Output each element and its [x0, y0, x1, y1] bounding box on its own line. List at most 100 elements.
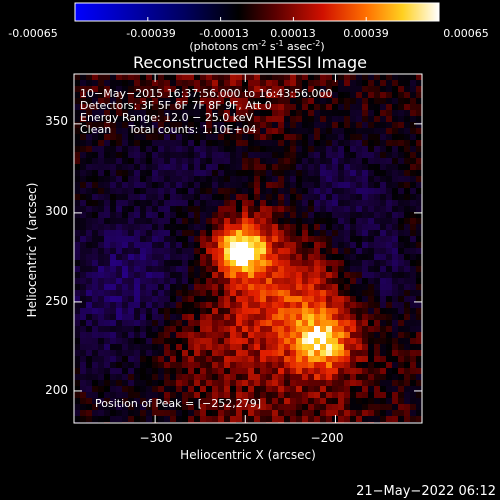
heatmap-cell — [248, 266, 254, 272]
heatmap-cell — [158, 350, 164, 356]
heatmap-cell — [314, 80, 320, 86]
heatmap-cell — [284, 368, 290, 374]
heatmap-cell — [386, 380, 392, 386]
heatmap-cell — [194, 188, 200, 194]
heatmap-cell — [260, 320, 266, 326]
heatmap-cell — [218, 278, 224, 284]
heatmap-cell — [122, 194, 128, 200]
heatmap-cell — [128, 248, 134, 254]
heatmap-cell — [350, 314, 356, 320]
heatmap-cell — [350, 266, 356, 272]
heatmap-cell — [140, 146, 146, 152]
heatmap-cell — [368, 224, 374, 230]
heatmap-cell — [332, 140, 338, 146]
heatmap-cell — [230, 158, 236, 164]
heatmap-cell — [386, 122, 392, 128]
heatmap-cell — [242, 194, 248, 200]
heatmap-cell — [308, 308, 314, 314]
heatmap-cell — [380, 182, 386, 188]
heatmap-cell — [320, 326, 326, 332]
heatmap-cell — [410, 260, 416, 266]
heatmap-cell — [314, 272, 320, 278]
heatmap-cell — [218, 152, 224, 158]
heatmap-cell — [332, 86, 338, 92]
heatmap-cell — [164, 140, 170, 146]
heatmap-cell — [164, 338, 170, 344]
heatmap-cell — [278, 104, 284, 110]
heatmap-cell — [416, 200, 422, 206]
heatmap-cell — [248, 164, 254, 170]
heatmap-cell — [266, 284, 272, 290]
heatmap-cell — [284, 230, 290, 236]
heatmap-cell — [302, 146, 308, 152]
heatmap-cell — [176, 92, 182, 98]
heatmap-cell — [182, 254, 188, 260]
heatmap-cell — [278, 386, 284, 392]
heatmap-cell — [350, 368, 356, 374]
heatmap-cell — [74, 128, 80, 134]
heatmap-cell — [368, 188, 374, 194]
heatmap-cell — [368, 338, 374, 344]
heatmap-cell — [206, 410, 212, 416]
heatmap-cell — [386, 416, 392, 422]
heatmap-cell — [284, 374, 290, 380]
heatmap-cell — [398, 320, 404, 326]
heatmap-cell — [242, 368, 248, 374]
heatmap-cell — [170, 266, 176, 272]
heatmap-cell — [212, 404, 218, 410]
heatmap-cell — [374, 284, 380, 290]
heatmap-cell — [278, 200, 284, 206]
heatmap-cell — [368, 104, 374, 110]
heatmap-cell — [314, 320, 320, 326]
heatmap-cell — [260, 296, 266, 302]
heatmap-cell — [332, 110, 338, 116]
heatmap-cell — [98, 248, 104, 254]
heatmap-cell — [194, 74, 200, 80]
heatmap-cell — [206, 284, 212, 290]
heatmap-cell — [92, 386, 98, 392]
heatmap-cell — [74, 380, 80, 386]
heatmap-cell — [194, 224, 200, 230]
heatmap-cell — [284, 212, 290, 218]
heatmap-cell — [224, 386, 230, 392]
heatmap-cell — [356, 398, 362, 404]
heatmap-cell — [134, 344, 140, 350]
heatmap-cell — [74, 236, 80, 242]
heatmap-cell — [188, 188, 194, 194]
heatmap-cell — [350, 230, 356, 236]
heatmap-cell — [218, 368, 224, 374]
heatmap-cell — [182, 206, 188, 212]
heatmap-cell — [188, 134, 194, 140]
heatmap-cell — [368, 236, 374, 242]
heatmap-cell — [200, 212, 206, 218]
heatmap-cell — [116, 110, 122, 116]
heatmap-cell — [248, 236, 254, 242]
heatmap-cell — [326, 104, 332, 110]
heatmap-cell — [380, 230, 386, 236]
heatmap-cell — [164, 326, 170, 332]
heatmap-cell — [374, 254, 380, 260]
heatmap-cell — [338, 386, 344, 392]
heatmap-cell — [296, 206, 302, 212]
heatmap-cell — [356, 128, 362, 134]
heatmap-cell — [398, 170, 404, 176]
heatmap-cell — [290, 416, 296, 422]
heatmap-cell — [140, 290, 146, 296]
heatmap-cell — [368, 176, 374, 182]
colorbar-tick-label: -0.00013 — [199, 27, 248, 40]
heatmap-cell — [176, 170, 182, 176]
heatmap-cell — [386, 248, 392, 254]
heatmap-cell — [122, 146, 128, 152]
heatmap-cell — [122, 86, 128, 92]
heatmap-cell — [122, 254, 128, 260]
heatmap-cell — [104, 392, 110, 398]
heatmap-cell — [206, 260, 212, 266]
heatmap-cell — [164, 164, 170, 170]
heatmap-cell — [362, 410, 368, 416]
heatmap-cell — [242, 236, 248, 242]
heatmap-cell — [158, 86, 164, 92]
heatmap-cell — [230, 362, 236, 368]
heatmap-cell — [296, 194, 302, 200]
heatmap-cell — [272, 158, 278, 164]
heatmap-cell — [188, 116, 194, 122]
